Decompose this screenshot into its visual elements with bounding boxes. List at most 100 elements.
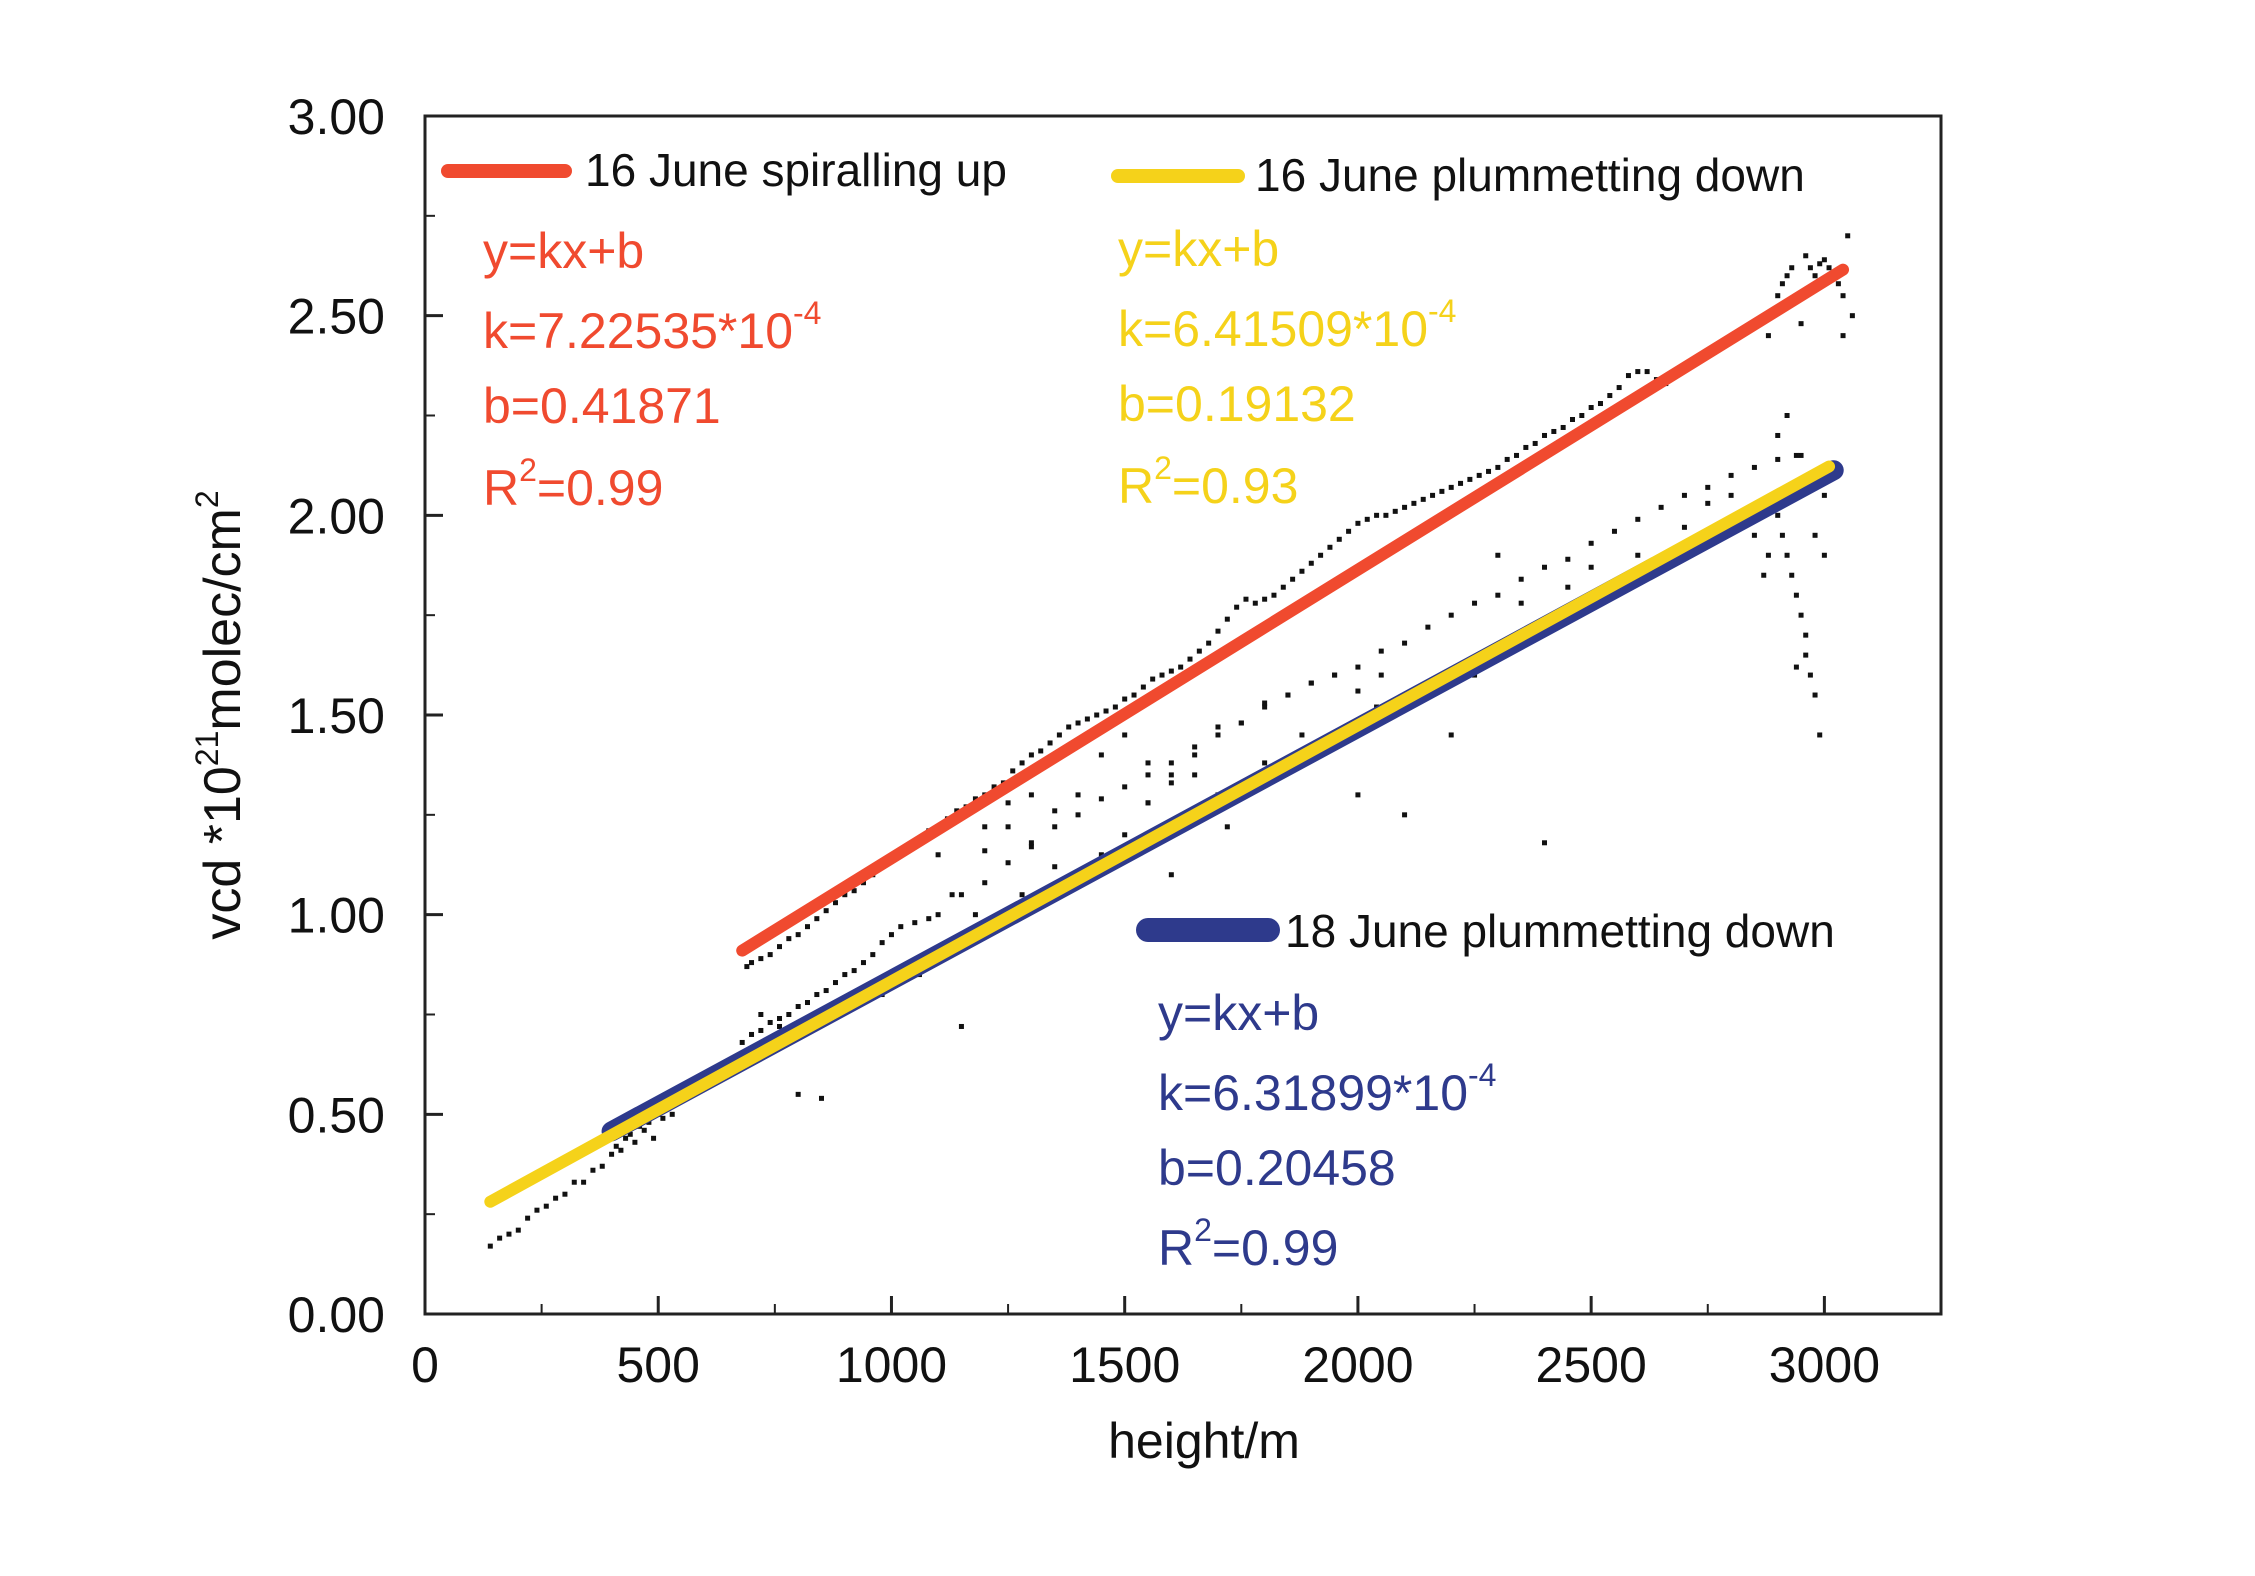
scatter-point (991, 784, 997, 790)
scatter-point (949, 892, 955, 898)
scatter-point (1784, 273, 1790, 279)
y-axis-label-exp: 21 (189, 731, 225, 767)
scatter-point (860, 880, 866, 886)
scatter-point (581, 1179, 587, 1185)
scatter-point (898, 924, 904, 930)
equation-yellow-form: y=kx+b (1118, 221, 1279, 277)
fit-line-series-1 (484, 460, 1836, 1208)
scatter-point (1518, 576, 1524, 582)
scatter-point (1728, 472, 1734, 478)
scatter-point (823, 988, 829, 994)
scatter-point (1019, 892, 1025, 898)
scatter-point (618, 1147, 624, 1153)
scatter-point (1112, 704, 1118, 710)
scatter-point (1392, 508, 1398, 514)
scatter-point (777, 1023, 783, 1029)
scatter-point (879, 940, 885, 946)
scatter-point (1835, 281, 1841, 287)
scatter-point (935, 912, 941, 918)
scatter-point (1098, 852, 1104, 858)
scatter-point (1215, 732, 1221, 738)
scatter-point (1327, 544, 1333, 550)
equation-blue-k: k=6.31899*10-4 (1158, 1057, 1496, 1121)
scatter-point (1332, 672, 1338, 678)
scatter-point (1028, 844, 1034, 850)
scatter-point (1131, 692, 1137, 698)
scatter-point (1514, 452, 1520, 458)
scatter-point (1168, 872, 1174, 878)
scatter-point (1346, 528, 1352, 534)
scatter-point (935, 852, 941, 858)
legend-label-red: 16 June spiralling up (585, 144, 1007, 196)
fit-line-series-0 (736, 263, 1850, 957)
scatter-point (1472, 600, 1478, 606)
scatter-point (767, 1019, 773, 1025)
equation-red-r-exp: 2 (519, 452, 537, 488)
y-axis-label-base: vcd *10 (194, 766, 252, 939)
scatter-point (1542, 564, 1548, 570)
scatter-point (1635, 552, 1641, 558)
scatter-point (795, 1004, 801, 1010)
scatter-point (1448, 612, 1454, 618)
scatter-point (1803, 632, 1809, 638)
scatter-point (1784, 413, 1790, 418)
y-tick-label: 1.50 (288, 688, 385, 744)
scatter-point (1122, 784, 1128, 790)
scatter-point (1812, 532, 1818, 538)
equation-yellow-k: k=6.41509*10-4 (1118, 293, 1456, 357)
scatter-point (534, 1207, 540, 1213)
scatter-point (1187, 656, 1193, 662)
scatter-point (1206, 640, 1212, 646)
scatter-point (1458, 480, 1464, 486)
scatter-point (1252, 600, 1258, 606)
equation-blue-form: y=kx+b (1158, 985, 1319, 1041)
scatter-point (1402, 640, 1408, 646)
scatter-point (669, 1111, 675, 1117)
scatter-point (1122, 732, 1128, 738)
scatter-point (1681, 492, 1687, 498)
scatter-point (1793, 664, 1799, 670)
scatter-point (888, 932, 894, 938)
scatter-point (1518, 600, 1524, 606)
scatter-point (1066, 724, 1072, 730)
scatter-point (1658, 504, 1664, 510)
scatter-point (1616, 385, 1622, 391)
scatter-point (627, 1131, 633, 1137)
scatter-point (1145, 772, 1151, 778)
scatter-point (1075, 812, 1081, 818)
scatter-point (553, 1195, 559, 1201)
scatter-point (814, 992, 820, 998)
equation-red-b: b=0.41871 (483, 378, 721, 434)
scatter-point (1775, 293, 1781, 299)
scatter-point (590, 1167, 596, 1173)
scatter-point (1425, 624, 1431, 630)
x-tick-label: 2000 (1302, 1337, 1413, 1393)
scatter-point (1826, 265, 1832, 271)
scatter-point (1299, 568, 1305, 574)
scatter-point (1178, 664, 1184, 670)
scatter-point (1052, 824, 1058, 830)
scatter-point (1243, 596, 1249, 602)
scatter-point (1845, 233, 1851, 239)
scatter-point (1271, 592, 1277, 598)
scatter-point (1364, 516, 1370, 522)
scatter-point (1840, 293, 1846, 299)
scatter-point (1817, 261, 1823, 267)
scatter-point (1056, 732, 1062, 738)
x-tick-label: 1500 (1069, 1337, 1180, 1393)
scatter-point (1098, 752, 1104, 758)
scatter-point (1775, 456, 1781, 462)
x-tick-label: 500 (617, 1337, 700, 1393)
scatter-point (1812, 273, 1818, 279)
scatter-point (972, 796, 978, 802)
scatter-point (1224, 616, 1230, 622)
scatter-point (1010, 768, 1016, 774)
scatter-point (1840, 333, 1846, 339)
scatter-point (982, 824, 988, 830)
scatter-point (1821, 552, 1827, 558)
scatter-point (1430, 492, 1436, 498)
scatter-point (842, 892, 848, 898)
scatter-point (1495, 552, 1501, 558)
scatter-point (1751, 464, 1757, 470)
scatter-point (767, 952, 773, 958)
